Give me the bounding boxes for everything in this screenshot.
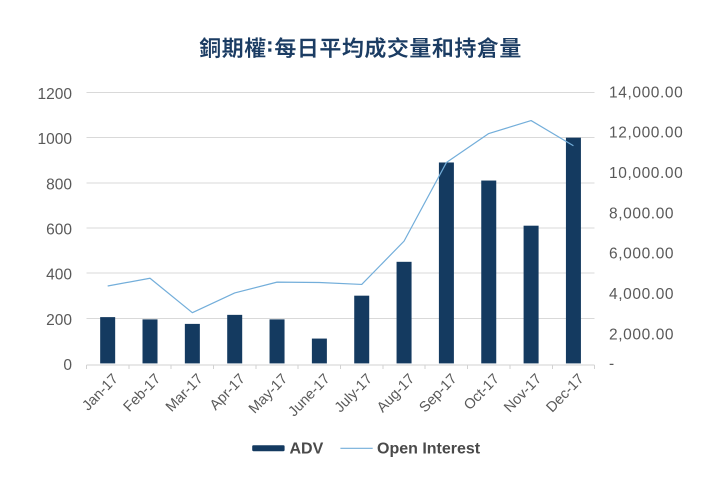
svg-text:1200: 1200 [38, 86, 73, 103]
svg-text:200: 200 [46, 312, 72, 329]
svg-text:2,000.00: 2,000.00 [609, 326, 674, 343]
svg-text:600: 600 [46, 222, 72, 239]
svg-text:400: 400 [46, 267, 72, 284]
svg-text:6,000.00: 6,000.00 [609, 245, 674, 262]
svg-text:8,000.00: 8,000.00 [609, 205, 674, 222]
svg-text:14,000.00: 14,000.00 [609, 84, 683, 101]
svg-text:12,000.00: 12,000.00 [609, 125, 683, 142]
svg-text:0: 0 [63, 357, 72, 374]
svg-text:ADV: ADV [290, 441, 324, 458]
svg-text:4,000.00: 4,000.00 [609, 286, 674, 303]
svg-text:800: 800 [46, 176, 72, 193]
svg-text:Open Interest: Open Interest [377, 441, 481, 458]
svg-text:10,000.00: 10,000.00 [609, 165, 683, 182]
svg-text:-: - [609, 356, 615, 373]
svg-text:1000: 1000 [38, 131, 73, 148]
